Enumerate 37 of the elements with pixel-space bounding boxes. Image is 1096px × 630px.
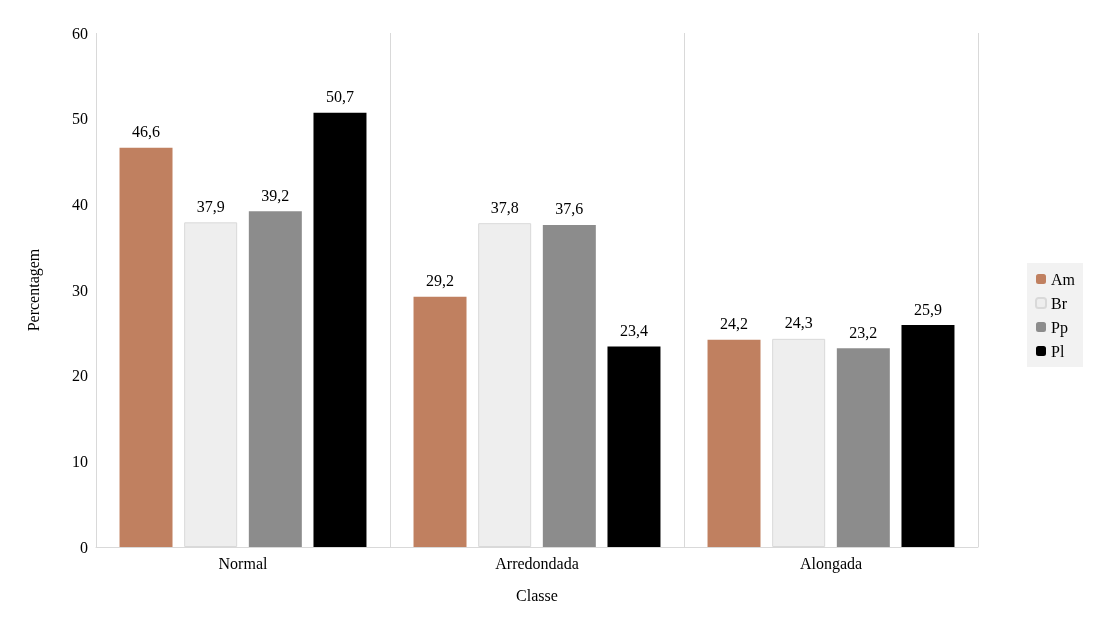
- y-tick-label: 30: [72, 281, 88, 299]
- data-label: 23,2: [849, 323, 878, 341]
- y-tick-label: 0: [80, 538, 88, 556]
- legend-label: Br: [1051, 294, 1068, 312]
- y-axis-title: Percentagem: [24, 248, 43, 332]
- x-axis-title: Classe: [516, 586, 558, 604]
- legend-label: Am: [1051, 270, 1076, 288]
- bar: [119, 147, 173, 547]
- y-tick-label: 10: [72, 452, 88, 470]
- x-tick-label: Arredondada: [495, 554, 579, 572]
- bar: [607, 346, 661, 547]
- data-label: 39,2: [261, 186, 290, 204]
- data-label: 50,7: [325, 88, 354, 106]
- y-tick-label: 60: [72, 24, 88, 42]
- legend-label: Pp: [1051, 318, 1068, 337]
- y-tick-label: 40: [72, 195, 88, 213]
- data-label: 37,9: [196, 197, 225, 215]
- data-label: 46,6: [132, 123, 161, 141]
- x-tick-label: Alongada: [799, 554, 863, 573]
- data-label: 37,6: [555, 200, 584, 218]
- data-label: 24,2: [720, 315, 749, 333]
- legend-label: Pl: [1051, 342, 1065, 360]
- bar: [413, 296, 467, 547]
- bar: [313, 112, 367, 547]
- data-label: 37,8: [490, 198, 519, 216]
- y-tick-label: 50: [72, 110, 88, 128]
- data-label: 24,3: [784, 314, 813, 332]
- y-tick-label: 20: [72, 367, 88, 385]
- bar: [836, 348, 890, 547]
- data-label: 23,4: [619, 322, 648, 340]
- data-label: 25,9: [913, 300, 942, 318]
- bar: [248, 211, 302, 547]
- bar: [707, 339, 761, 547]
- data-label: 29,2: [426, 272, 455, 290]
- x-tick-label: Normal: [218, 554, 268, 572]
- bar: [901, 325, 955, 547]
- bar: [542, 224, 596, 547]
